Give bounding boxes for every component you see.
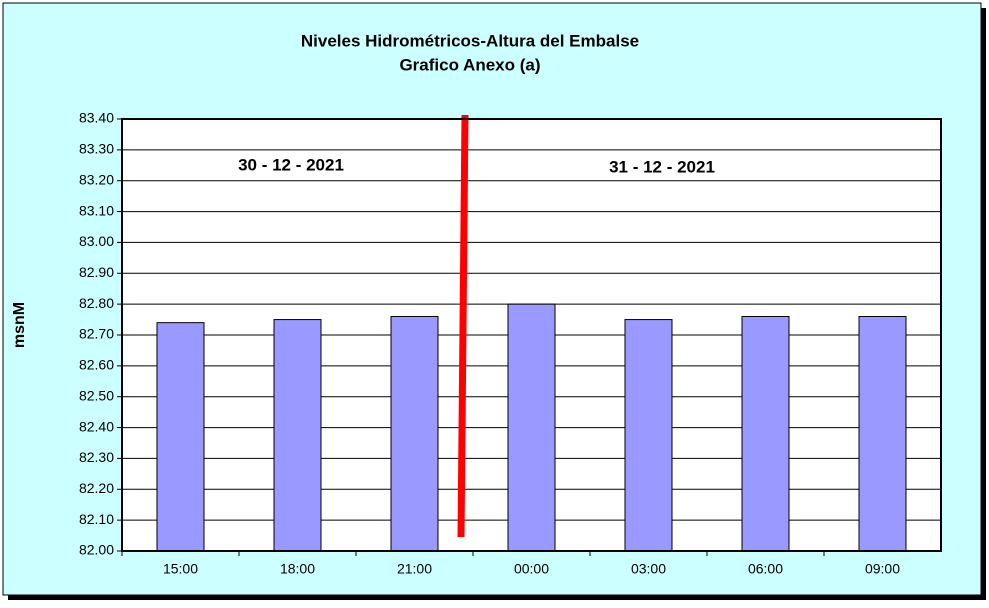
chart-subtitle: Grafico Anexo (a): [399, 55, 540, 74]
x-tick-label: 15:00: [163, 561, 198, 577]
bar: [858, 315, 907, 552]
y-tick-label: 83.00: [79, 233, 114, 249]
y-tick-label: 82.30: [79, 449, 114, 465]
y-tick-label: 82.80: [79, 295, 114, 311]
y-tick-label: 83.20: [79, 171, 114, 187]
y-tick-label: 83.10: [79, 202, 114, 218]
y-tick-label: 82.40: [79, 418, 114, 434]
bar: [390, 315, 439, 552]
y-tick-label: 82.70: [79, 326, 114, 342]
y-tick-label: 83.40: [79, 110, 114, 126]
y-tick-label: 82.60: [79, 357, 114, 373]
y-tick-label: 82.90: [79, 264, 114, 280]
y-tick-label: 82.50: [79, 387, 114, 403]
annotation: 30 - 12 - 2021: [238, 155, 344, 174]
y-tick-label: 82.00: [79, 542, 114, 558]
x-tick-label: 18:00: [280, 561, 315, 577]
y-axis-label: msnM: [11, 302, 28, 348]
chart-title: Niveles Hidrométricos-Altura del Embalse: [301, 31, 639, 50]
annotation: 31 - 12 - 2021: [609, 157, 715, 176]
x-tick-label: 21:00: [397, 561, 432, 577]
bar: [624, 319, 673, 552]
x-tick-label: 00:00: [514, 561, 549, 577]
x-tick-label: 09:00: [865, 561, 900, 577]
x-tick-label: 03:00: [631, 561, 666, 577]
bar: [273, 319, 322, 552]
day-separator: [457, 114, 469, 538]
y-tick-label: 82.10: [79, 511, 114, 527]
bar: [741, 315, 790, 552]
bar: [156, 322, 205, 552]
bar: [507, 303, 556, 552]
y-tick-label: 82.20: [79, 480, 114, 496]
x-tick-label: 06:00: [748, 561, 783, 577]
plot-border: [121, 118, 942, 552]
y-tick-label: 83.30: [79, 141, 114, 157]
